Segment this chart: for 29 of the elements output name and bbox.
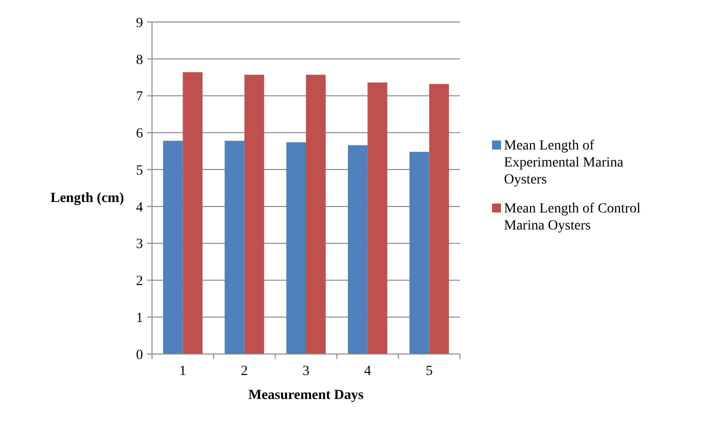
legend-label: Mean Length of Control Marina Oysters bbox=[504, 202, 641, 234]
x-tick-label: 5 bbox=[426, 364, 433, 379]
bar bbox=[306, 74, 326, 354]
y-tick-label: 2 bbox=[136, 274, 143, 290]
x-tick-label: 2 bbox=[240, 364, 248, 379]
x-tick-label: 3 bbox=[302, 364, 310, 379]
x-axis-title: Measurement Days bbox=[248, 388, 364, 403]
bar bbox=[224, 140, 244, 354]
bar bbox=[244, 74, 264, 354]
x-tick-label: 1 bbox=[179, 364, 186, 379]
bar bbox=[163, 140, 183, 354]
y-tick-label: 5 bbox=[136, 163, 143, 178]
y-tick-label: 1 bbox=[136, 311, 143, 326]
y-tick-label: 0 bbox=[136, 348, 143, 363]
legend-label: Mean Length of Experimental Marina Oysters bbox=[504, 138, 624, 188]
x-tick-label: 4 bbox=[364, 364, 372, 379]
bar bbox=[409, 152, 430, 354]
bar bbox=[348, 145, 368, 354]
y-tick-label: 8 bbox=[136, 52, 143, 68]
y-tick-label: 9 bbox=[136, 16, 143, 31]
y-tick-label: 4 bbox=[136, 200, 143, 216]
bar bbox=[182, 72, 203, 354]
bar bbox=[429, 84, 449, 354]
bar bbox=[286, 142, 306, 354]
bar bbox=[368, 82, 388, 354]
y-tick-label: 3 bbox=[136, 237, 143, 252]
y-axis-title: Length (cm) bbox=[50, 191, 124, 206]
y-tick-label: 7 bbox=[136, 90, 143, 105]
y-tick-label: 6 bbox=[136, 126, 143, 142]
